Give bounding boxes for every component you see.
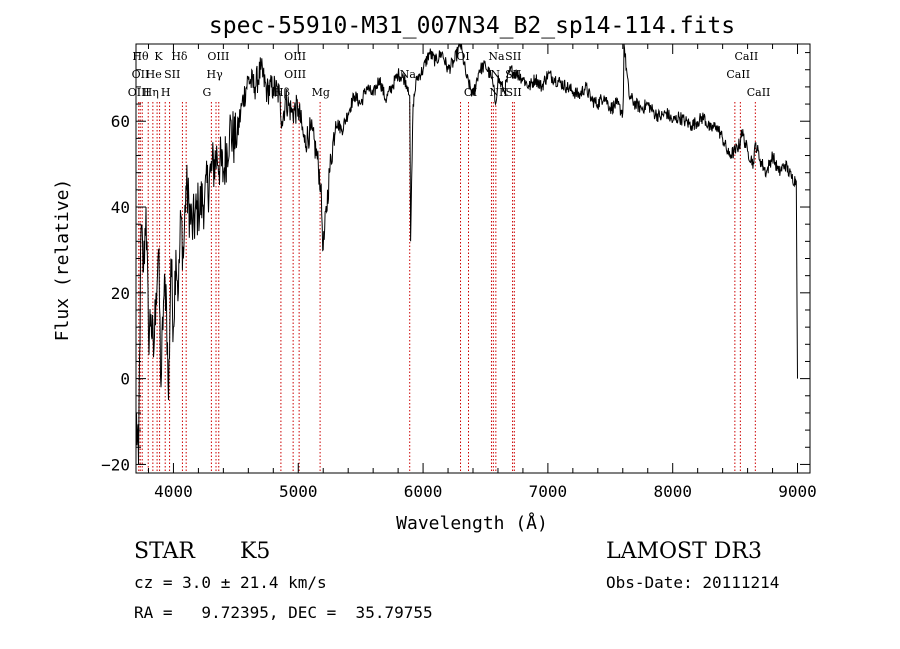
line-label: Hβ — [274, 86, 290, 99]
x-tick-label: 5000 — [279, 482, 318, 501]
line-label: N — [490, 68, 500, 81]
x-tick-label: 9000 — [778, 482, 817, 501]
y-tick-label: 40 — [111, 198, 130, 217]
line-label: Hγ — [207, 68, 224, 81]
line-label: G — [202, 86, 211, 99]
line-label: Mg — [312, 86, 330, 99]
plot-frame — [135, 43, 811, 474]
line-label: SII — [164, 68, 180, 81]
line-label: H — [161, 86, 171, 99]
y-axis-label: Flux (relative) — [52, 179, 73, 342]
x-tick-label: 8000 — [653, 482, 692, 501]
line-label: SII — [505, 86, 521, 99]
line-label: Hθ — [132, 50, 149, 63]
line-label: Na — [400, 68, 417, 81]
object-type: STAR — [134, 539, 195, 564]
line-label: OIII — [207, 50, 229, 63]
line-label: Hδ — [171, 50, 188, 63]
line-label: OI — [464, 86, 477, 99]
line-label: SII — [505, 50, 521, 63]
x-axis-label: Wavelength (Å) — [396, 512, 548, 534]
redshift-velocity: cz = 3.0 ± 21.4 km/s — [134, 573, 327, 592]
y-tick-label: 20 — [111, 284, 130, 303]
x-tick-label: 6000 — [404, 482, 443, 501]
object-class: K5 — [240, 539, 271, 564]
x-tick-label: 7000 — [529, 482, 568, 501]
y-axis: −20 0 20 40 60 — [101, 52, 810, 474]
line-label: CaII — [747, 86, 771, 99]
spectrum-line — [135, 43, 798, 465]
y-tick-label: 0 — [120, 370, 130, 389]
line-label: CaII — [726, 68, 750, 81]
y-tick-label: 60 — [111, 112, 130, 131]
line-label: K — [154, 50, 163, 63]
line-label: Hη — [143, 86, 159, 99]
line-label: He — [146, 68, 162, 81]
line-label: CaII — [735, 50, 759, 63]
observation-date: Obs-Date: 20111214 — [606, 573, 780, 592]
spectrum-series — [135, 43, 798, 465]
line-label: Na — [488, 50, 505, 63]
line-label: OI — [456, 50, 469, 63]
survey-name: LAMOST DR3 — [606, 539, 762, 564]
coordinates: RA = 9.72395, DEC = 35.79755 — [134, 603, 433, 622]
y-tick-label: −20 — [101, 455, 130, 474]
line-label: OIII — [128, 86, 150, 99]
line-label: SII — [505, 68, 521, 81]
chart-title: spec-55910-M31_007N34_B2_sp14-114.fits — [209, 13, 735, 39]
emission-line-markers — [138, 102, 756, 473]
line-label: OII — [132, 68, 150, 81]
x-tick-label: 4000 — [154, 482, 193, 501]
line-label: OIII — [284, 68, 306, 81]
line-label: OIII — [284, 50, 306, 63]
x-axis: 4000 5000 6000 7000 8000 9000 — [147, 44, 817, 501]
line-label: NII — [489, 86, 507, 99]
